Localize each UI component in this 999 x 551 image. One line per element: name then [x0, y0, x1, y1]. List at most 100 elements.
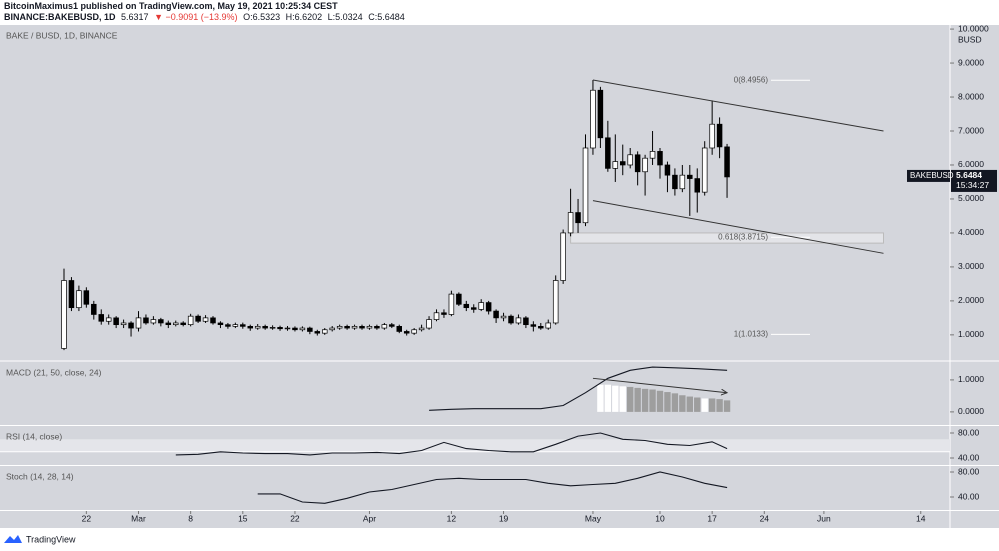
histogram-bar [649, 389, 656, 412]
candle-body [523, 317, 529, 326]
candle-body [657, 151, 663, 166]
candle-body [158, 319, 164, 324]
change: ▼ −0.9091 (−13.9%) [154, 12, 238, 22]
symbol-tag-box [907, 169, 950, 182]
candle-body [552, 280, 559, 324]
histogram-bar [634, 387, 641, 412]
x-tick-label: Jun [817, 513, 831, 523]
candle-body [500, 315, 507, 319]
y-tick-label: 40.00 [958, 491, 980, 501]
candle-body [269, 327, 276, 329]
histogram-bar [619, 386, 626, 412]
candle-body [91, 303, 97, 315]
candle-body [299, 327, 306, 331]
candle-body [411, 329, 417, 334]
histogram-bar [612, 385, 619, 412]
x-tick-label: 10 [655, 513, 665, 523]
y-tick-label: 10.0000 [958, 23, 989, 33]
candle-body [344, 326, 350, 329]
y-tick-label: 40.00 [958, 452, 980, 462]
y-tick-label: 8.0000 [958, 91, 984, 101]
candle-body [716, 123, 723, 148]
candle-body [143, 317, 149, 324]
candle-body [277, 327, 283, 330]
histogram-bar [716, 399, 723, 412]
histogram-bar [686, 396, 693, 412]
histogram-bar [641, 388, 649, 412]
logo-icon [4, 535, 22, 543]
last-price: 5.6484 [956, 170, 982, 180]
trend-line [592, 200, 884, 254]
x-tick-label: 15 [238, 513, 248, 523]
close: C:5.6484 [368, 12, 405, 22]
candle-body [240, 324, 246, 327]
candle-body [232, 324, 239, 327]
candle-body [538, 326, 544, 329]
x-tick-label: 14 [916, 513, 926, 523]
x-tick-label: 19 [499, 513, 509, 523]
y-tick-label: 1.0000 [958, 374, 984, 384]
candle-body [284, 327, 291, 330]
y-tick-label: 80.00 [958, 466, 980, 476]
x-tick-label: 24 [760, 513, 770, 523]
candle-body [433, 312, 440, 320]
candle-body [478, 302, 484, 310]
candle-body [135, 317, 142, 329]
fib-label: 1(1.0133) [734, 330, 769, 339]
histogram-bar [656, 390, 664, 412]
candle-body [627, 154, 633, 166]
candle-body [128, 322, 134, 329]
candle-body [634, 154, 641, 173]
candle-body [314, 331, 321, 334]
candle-body [619, 161, 626, 166]
candle-body [113, 317, 119, 326]
y-tick-label: 9.0000 [958, 57, 984, 67]
chart-background [0, 25, 999, 528]
candle-body [672, 174, 678, 190]
candle-body [426, 319, 432, 329]
candle-body [418, 327, 425, 331]
candle-body [105, 317, 112, 322]
y-tick-label: 4.0000 [958, 227, 984, 237]
candle-body [351, 326, 358, 329]
candle-body [195, 315, 201, 322]
candle-body [225, 324, 231, 327]
x-tick-label: May [585, 513, 602, 523]
candle-body [210, 317, 216, 324]
indicator-line [257, 471, 728, 504]
candle-body [403, 331, 410, 334]
candle-body [709, 123, 715, 149]
low: L:5.0324 [327, 12, 363, 22]
symbol-tag: BAKEBUSD [910, 171, 954, 180]
author-line: BitcoinMaximus1 published on TradingView… [4, 1, 408, 12]
candle-body [202, 317, 209, 322]
candle-body [687, 174, 693, 179]
candle-body [98, 314, 104, 322]
last: 5.6317 [121, 12, 149, 22]
candle-body [336, 326, 343, 329]
y-unit: BUSD [958, 34, 982, 44]
candle-body [61, 280, 67, 349]
candle-body [485, 302, 492, 312]
fib-zone [570, 232, 884, 244]
pane-title: RSI (14, close) [6, 431, 62, 441]
candle-body [694, 178, 700, 193]
candle-body [597, 89, 604, 139]
candle-body [590, 89, 596, 149]
header: BitcoinMaximus1 published on TradingView… [4, 1, 408, 23]
fib-label: 0.618(3.8715) [718, 232, 768, 241]
symbol-line: BINANCE:BAKEBUSD, 1D 5.6317 ▼ −0.9091 (−… [4, 12, 408, 23]
x-tick-label: 17 [707, 513, 717, 523]
x-tick-label: Apr [363, 513, 376, 523]
candle-body [456, 293, 462, 305]
candle-body [605, 137, 611, 169]
candle-body [359, 326, 365, 329]
histogram-bar [694, 397, 701, 412]
macd-line [429, 366, 728, 411]
indicator-line [175, 432, 728, 456]
y-tick-label: 3.0000 [958, 261, 984, 271]
fib-label: 0(8.4956) [734, 75, 769, 84]
candle-body [217, 322, 224, 326]
y-tick-label: 0.0000 [958, 406, 984, 416]
candle-body [530, 324, 537, 327]
